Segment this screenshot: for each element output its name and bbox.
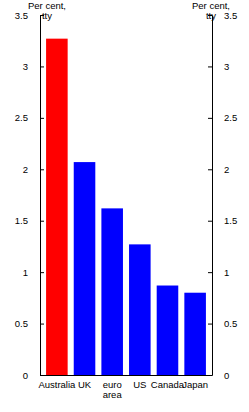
category-label: Canada [151, 379, 185, 390]
tick: 3 [208, 61, 229, 72]
category-label: Australia [38, 379, 76, 390]
plot: 0 0.5 1 1.5 2 2.5 3 3.5 0 0.5 1 1.5 2 2.5 3 3.5 Australi… [15, 10, 237, 401]
tick: 3.5 [15, 10, 44, 21]
tick-mark [40, 221, 44, 222]
tick: Canada [151, 375, 185, 390]
bars [46, 39, 206, 375]
tick-label: 1.5 [224, 215, 237, 226]
bar [157, 286, 179, 375]
category-label: US [133, 379, 146, 390]
tick: 0.5 [208, 318, 237, 329]
tick-label: 3.5 [15, 10, 28, 21]
tick: Japan [182, 375, 208, 390]
tick: 1.5 [15, 215, 44, 226]
tick-label: 0.5 [224, 318, 237, 329]
tick-label: 2 [23, 164, 28, 175]
tick: 0.5 [15, 318, 44, 329]
bar [74, 162, 96, 375]
tick: Australia [38, 375, 76, 390]
axis-line [40, 16, 41, 376]
y2-axis: 0 0.5 1 1.5 2 2.5 3 3.5 [208, 10, 237, 381]
tick-mark [208, 272, 212, 273]
tick-mark [208, 169, 212, 170]
tick-mark [40, 272, 44, 273]
y-axis-title: Per cent,tty [28, 0, 66, 21]
tick: US [133, 375, 146, 390]
category-label: Japan [182, 379, 208, 390]
tick: euroarea [103, 375, 123, 400]
x-axis: AustraliaUK euroarea US CanadaJapan [38, 375, 212, 400]
tick-label: 3 [224, 61, 229, 72]
tick-label: 0 [23, 370, 28, 381]
y2-axis-title: Per cent,tty [192, 0, 230, 21]
tick: 2.5 [15, 112, 44, 123]
tick-mark [208, 118, 212, 119]
category-label: UK [78, 379, 92, 390]
tick-label: 2.5 [15, 112, 28, 123]
tick-label: 3 [23, 61, 28, 72]
tick-mark [40, 118, 44, 119]
tick-mark [40, 324, 44, 325]
tick: UK [78, 375, 92, 390]
tick: 1.5 [208, 215, 237, 226]
tick-mark [208, 66, 212, 67]
tick-label: 2 [224, 164, 229, 175]
chart: 0 0.5 1 1.5 2 2.5 3 3.5 0 0.5 1 1.5 2 2.5 3 3.5 Australi… [0, 0, 249, 412]
tick-label: 2.5 [224, 112, 237, 123]
axis-line [212, 16, 213, 376]
bar [184, 293, 206, 375]
tick: 1 [208, 267, 229, 278]
tick: 1 [23, 267, 44, 278]
y-axis: 0 0.5 1 1.5 2 2.5 3 3.5 [15, 10, 44, 381]
tick-label: 1 [23, 267, 28, 278]
tick-label: 1.5 [15, 215, 28, 226]
tick-label: 3.5 [224, 10, 237, 21]
tick: 3 [23, 61, 44, 72]
tick-mark [40, 66, 44, 67]
tick-label: 1 [224, 267, 229, 278]
axis-line [41, 375, 213, 376]
tick: 2.5 [208, 112, 237, 123]
tick-mark [208, 324, 212, 325]
bar [129, 244, 151, 375]
tick: 2 [208, 164, 229, 175]
category-label: euroarea [103, 379, 123, 400]
tick-label: 0 [224, 370, 229, 381]
tick-mark [208, 221, 212, 222]
tick-mark [40, 169, 44, 170]
tick-label: 0.5 [15, 318, 28, 329]
bar [46, 39, 68, 375]
tick: 2 [23, 164, 44, 175]
bar [101, 208, 123, 375]
